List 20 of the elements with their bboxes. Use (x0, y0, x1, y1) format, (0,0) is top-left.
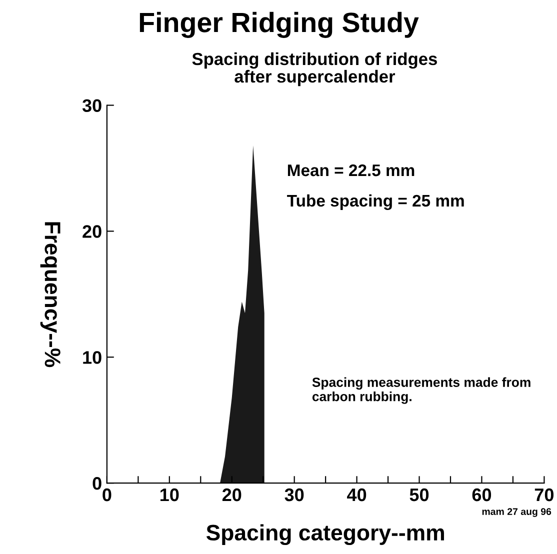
y-axis-title: Frequency--% (40, 222, 60, 368)
x-tick-label: 60 (472, 488, 492, 502)
x-tick-label: 70 (534, 488, 554, 502)
chart-title: Finger Ridging Study (140, 12, 419, 38)
x-tick-label: 20 (222, 488, 242, 502)
x-tick-label: 0 (102, 488, 112, 502)
annotation: Spacing measurements made from carbon rubbing. (312, 377, 530, 404)
x-axis-title: Spacing category--mm (206, 524, 444, 546)
x-tick-label: 30 (284, 488, 304, 502)
chart-subtitle: Spacing distribution of ridges after supercalender (192, 52, 437, 86)
x-tick-label: 40 (347, 488, 366, 502)
annotation: Tube spacing = 25 mm (287, 194, 464, 210)
y-tick-label: 10 (83, 351, 102, 364)
y-tick-label: 30 (82, 99, 102, 112)
x-tick-label: 50 (410, 488, 429, 502)
x-tick-label: 10 (160, 488, 179, 502)
text: mam 27 aug 96 (482, 508, 552, 517)
annotation: Mean = 22.5 mm (288, 164, 414, 176)
y-tick-label: 20 (82, 225, 102, 238)
y-tick-label: 0 (92, 477, 102, 490)
